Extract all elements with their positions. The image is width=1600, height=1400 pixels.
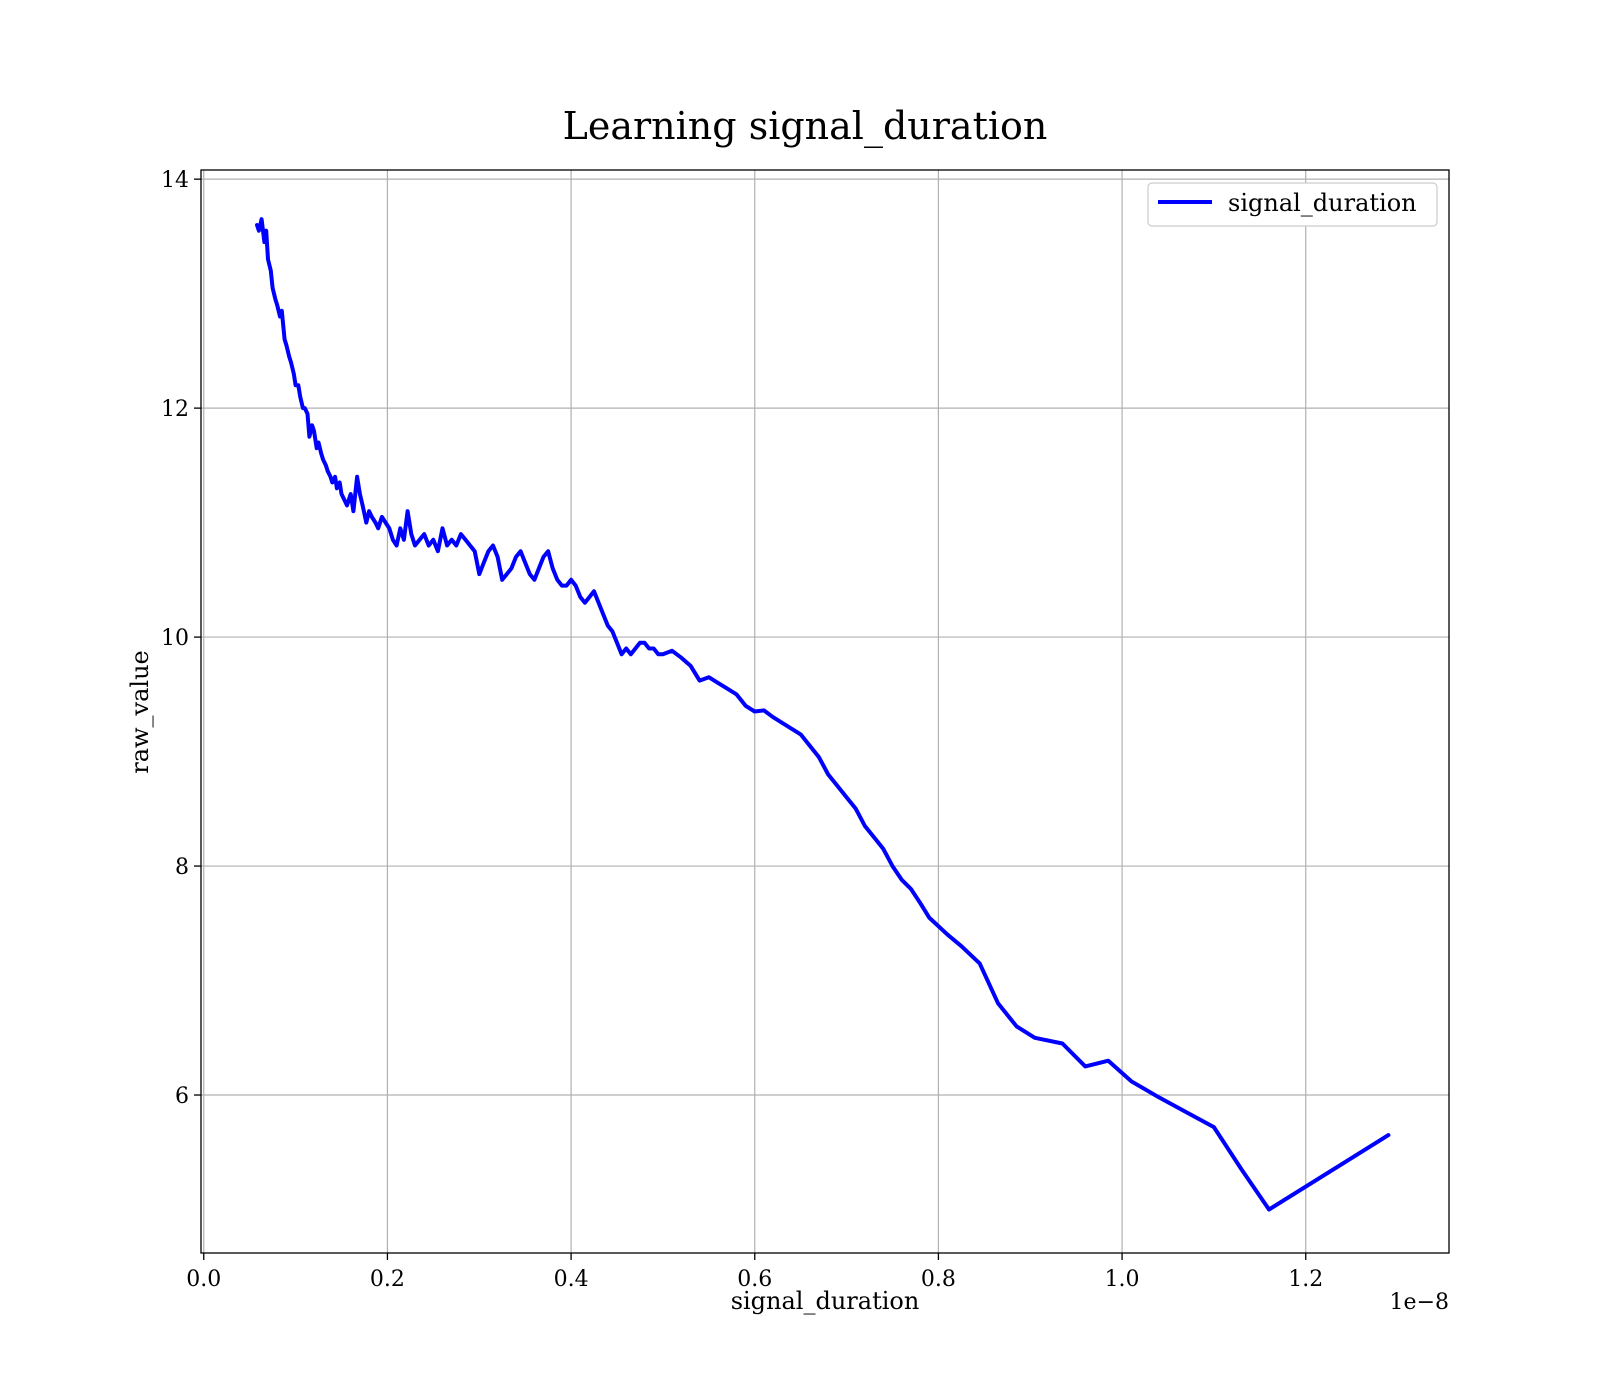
plot-frame [200,169,1450,1254]
y-tick-label: 14 [161,168,189,193]
x-tick-label: 0.6 [737,1267,772,1292]
x-axis-label: signal_duration [731,1287,920,1315]
chart-title: Learning signal_duration [563,104,1048,149]
y-tick-label: 12 [161,397,189,422]
y-axis-label: raw_value [126,650,154,774]
y-tick-label: 8 [175,855,189,880]
legend-label: signal_duration [1228,189,1417,217]
y-axis: 6 8 10 12 14 [161,168,201,1109]
y-tick-label: 10 [161,626,189,651]
x-tick-label: 0.4 [554,1267,589,1292]
gridlines [201,170,1449,1253]
x-axis-offset-text: 1e−8 [1390,1290,1449,1315]
x-tick-label: 1.0 [1105,1267,1140,1292]
x-axis: 0.0 0.2 0.4 0.6 0.8 1.0 1.2 [186,1253,1323,1292]
x-tick-label: 0.0 [186,1267,221,1292]
series-line [255,217,1391,1212]
legend: signal_duration [1147,182,1438,227]
x-tick-label: 0.8 [921,1267,956,1292]
x-tick-label: 1.2 [1288,1267,1323,1292]
legend-box [1147,182,1438,227]
plot-area [255,217,1391,1212]
y-tick-label: 6 [175,1084,189,1109]
x-tick-label: 0.2 [370,1267,405,1292]
